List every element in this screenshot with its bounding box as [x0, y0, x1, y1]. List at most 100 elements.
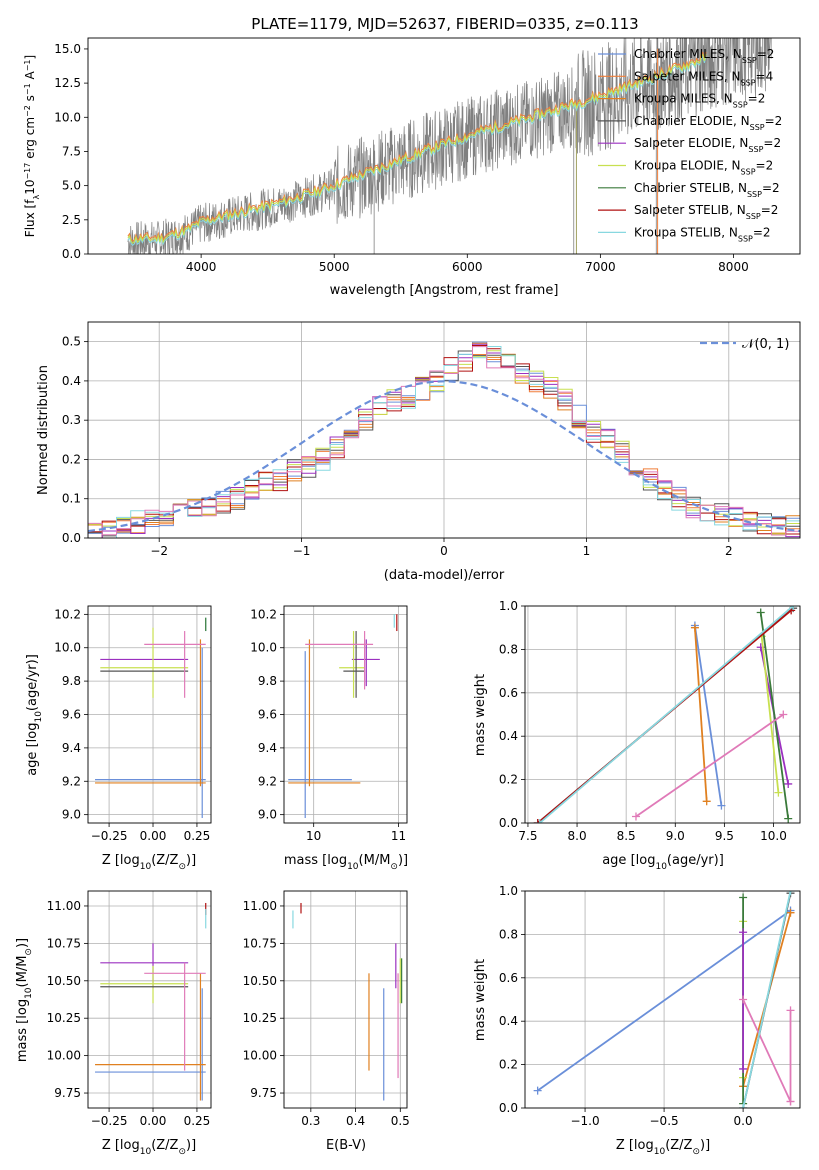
plot-area	[127, 38, 772, 254]
axes-frame	[87, 890, 212, 1109]
x-tick-label: 0.25	[184, 1114, 211, 1128]
legend-text: =2	[756, 159, 774, 173]
y-tick-label: 10.25	[243, 1011, 277, 1025]
legend-text: Kroupa ELODIE, N	[634, 159, 741, 173]
legend-text: =2	[748, 92, 766, 106]
y-tick-label: 0.6	[499, 686, 518, 700]
y-tick-label: 0.4	[499, 1014, 518, 1028]
series-line	[539, 606, 794, 823]
y-axis-label: Normed distribution	[36, 365, 51, 495]
series-marker	[717, 801, 726, 810]
legend-entry: Chabrier ELODIE, NSSP=2	[634, 114, 782, 131]
series-marker	[756, 608, 765, 617]
x-tick-label: 4000	[186, 260, 217, 274]
series-marker	[786, 908, 795, 917]
y-tick-label: 10.0	[250, 641, 277, 655]
y-tick-label: 0.4	[62, 374, 81, 388]
legend-text: =2	[761, 203, 779, 217]
legend-subscript: SSP	[748, 145, 763, 154]
label-subscript: ⊙	[178, 862, 186, 872]
label-script: −17	[23, 163, 32, 180]
legend-text: =2	[765, 114, 783, 128]
series-marker	[786, 1006, 795, 1015]
y-tick-label: 1.0	[499, 884, 518, 898]
plot-area	[533, 891, 795, 1108]
legend-text: =2	[763, 136, 781, 150]
label-part: )]	[398, 853, 408, 868]
legend-subscript: SSP	[750, 122, 765, 131]
grid	[525, 890, 800, 1109]
plot-area	[288, 614, 398, 818]
x-axis-label: wavelength [Angstrom, rest frame]	[330, 283, 559, 298]
label-part: 10	[23, 180, 37, 195]
legend-subscript: SSP	[738, 234, 753, 243]
x-tick-label: 0.25	[184, 829, 211, 843]
label-part: (Z/Z	[151, 1138, 178, 1153]
y-tick-label: 0.6	[499, 971, 518, 985]
y-tick-label: 9.6	[62, 708, 81, 722]
chart-mass_vs_ebv: 0.3 0.4 0.5 9.75 10.00 10.25 10.50 10.75 11.00 E(…	[243, 890, 410, 1153]
axes-frame	[524, 890, 801, 1109]
label-script: −2	[23, 105, 32, 117]
legend-subscript: SSP	[746, 212, 761, 221]
y-tick-label: 9.4	[62, 741, 81, 755]
x-tick-label: 11	[391, 829, 406, 843]
x-tick-label: −0.25	[91, 1114, 128, 1128]
y-tick-label: 9.4	[258, 741, 277, 755]
series-marker	[631, 812, 640, 821]
y-tick-label: 0.0	[62, 247, 81, 261]
x-tick-label: 0.5	[391, 1114, 410, 1128]
y-tick-label: 9.75	[250, 1086, 277, 1100]
label-part: ]	[23, 55, 37, 60]
label-script: −1	[23, 59, 32, 71]
series-marker	[533, 1086, 542, 1095]
series-marker	[739, 893, 748, 902]
x-axis-label: Z [log10(Z/Z⊙)]	[102, 1138, 196, 1157]
label-script: −1	[23, 83, 32, 95]
y-tick-label: 9.8	[258, 674, 277, 688]
y-tick-label: 10.0	[54, 110, 81, 124]
chart-massweight_vs_Z: −1.0 −0.5 0.0 0.0 0.2 0.4 0.6 0.8 1.0 Z [log10(Z/…	[473, 884, 801, 1157]
chart-spectrum: 4000 5000 6000 7000 8000 0.0 2.5 5.0 7.5 10.0 12.5…	[23, 37, 801, 298]
y-tick-label: 5.0	[62, 179, 81, 193]
legend-text: =2	[762, 181, 780, 195]
legend-text: =4	[756, 69, 774, 83]
label-part: mass [log	[284, 853, 347, 868]
y-tick-label: 0.8	[499, 927, 518, 941]
grid	[88, 891, 211, 1108]
x-tick-label: 7.5	[518, 829, 537, 843]
x-tick-label: 10.0	[760, 829, 787, 843]
chart-massweight_vs_age: 7.5 8.0 8.5 9.0 9.5 10.0 0.0 0.2 0.4 0.6 0.8 1.0 age…	[473, 599, 801, 872]
series-marker	[779, 710, 788, 719]
axes-frame	[87, 37, 801, 255]
y-tick-label: 2.5	[62, 213, 81, 227]
x-tick-label: 8.5	[617, 829, 636, 843]
label-subscript: 10	[654, 1147, 666, 1157]
normal-curve	[88, 380, 800, 533]
plot-area	[95, 902, 207, 1101]
x-tick-label: 0.00	[140, 829, 167, 843]
series-marker	[702, 797, 711, 806]
label-part: Z [log	[102, 1138, 140, 1153]
y-tick-label: 9.2	[258, 774, 277, 788]
x-axis-label: E(B-V)	[326, 1138, 366, 1153]
label-subscript: 10	[347, 862, 359, 872]
legend-text: =2	[757, 47, 775, 61]
legend-subscript: SSP	[733, 100, 748, 109]
y-axis-label: age [log10(age/yr)]	[25, 654, 44, 776]
x-tick-label: −1	[293, 544, 311, 558]
x-tick-label: 0	[440, 544, 448, 558]
x-tick-label: 8.0	[568, 829, 587, 843]
chart-age_vs_Z: −0.25 0.00 0.25 9.0 9.2 9.4 9.6 9.8 10.0 10.2 Z [l…	[25, 605, 212, 872]
y-tick-label: 0.1	[62, 492, 81, 506]
series-marker	[784, 814, 793, 823]
label-part: (Z/Z	[665, 1138, 692, 1153]
label-part: (Z/Z	[151, 853, 178, 868]
label-part: (M/M	[359, 853, 391, 868]
label-part: )]	[186, 1138, 196, 1153]
x-tick-label: 5000	[319, 260, 350, 274]
y-tick-label: 10.75	[243, 936, 277, 950]
y-tick-label: 9.0	[62, 808, 81, 822]
series-marker	[739, 1104, 748, 1108]
